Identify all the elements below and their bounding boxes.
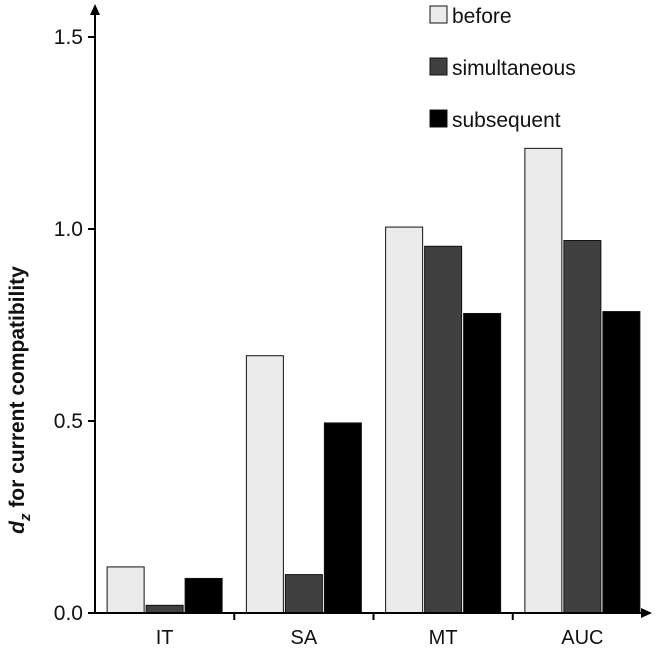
bar-simultaneous-auc	[563, 240, 602, 614]
y-tick-label: 0.5	[54, 410, 83, 433]
bar-simultaneous-it	[145, 604, 184, 614]
y-tick-label: 0.0	[54, 602, 83, 625]
y-tick-label: 1.0	[54, 218, 83, 241]
y-axis-title: dz for current compatibility	[6, 266, 34, 534]
y-axis-title-subscript: z	[17, 513, 34, 522]
bar-before-sa	[245, 355, 284, 614]
bar-before-mt	[385, 226, 424, 614]
legend-label-before: before	[452, 5, 512, 28]
legend: before simultaneous subsequent	[429, 5, 576, 132]
x-tick-label: MT	[429, 627, 458, 649]
x-tick-label: AUC	[561, 627, 603, 649]
bar-subsequent-it	[184, 577, 223, 614]
bar-subsequent-auc	[602, 311, 641, 614]
axes-group: 0.0 0.5 1.0 1.5 IT SA MT AUC	[54, 4, 652, 649]
y-axis-arrow-icon	[90, 4, 100, 15]
bar-subsequent-mt	[463, 312, 502, 614]
svg-text:dz for current compatibility: dz for current compatibility	[6, 266, 34, 534]
legend-swatch-subsequent	[429, 109, 448, 128]
bar-before-it	[106, 566, 145, 614]
y-axis-title-d: d	[6, 520, 29, 534]
bar-before-auc	[524, 147, 563, 614]
y-tick-label: 1.5	[54, 26, 83, 49]
bar-subsequent-sa	[323, 422, 362, 614]
y-axis-title-rest: for current compatibility	[6, 266, 29, 514]
bar-simultaneous-mt	[424, 245, 463, 614]
x-tick-label: SA	[291, 627, 318, 649]
x-tick-label: IT	[156, 627, 174, 649]
legend-label-subsequent: subsequent	[452, 109, 561, 132]
x-axis-arrow-icon	[641, 608, 652, 618]
bars-group	[106, 147, 641, 614]
bar-simultaneous-sa	[284, 574, 323, 614]
legend-label-simultaneous: simultaneous	[452, 57, 576, 80]
legend-swatch-before	[429, 5, 448, 24]
legend-swatch-simultaneous	[429, 57, 448, 76]
